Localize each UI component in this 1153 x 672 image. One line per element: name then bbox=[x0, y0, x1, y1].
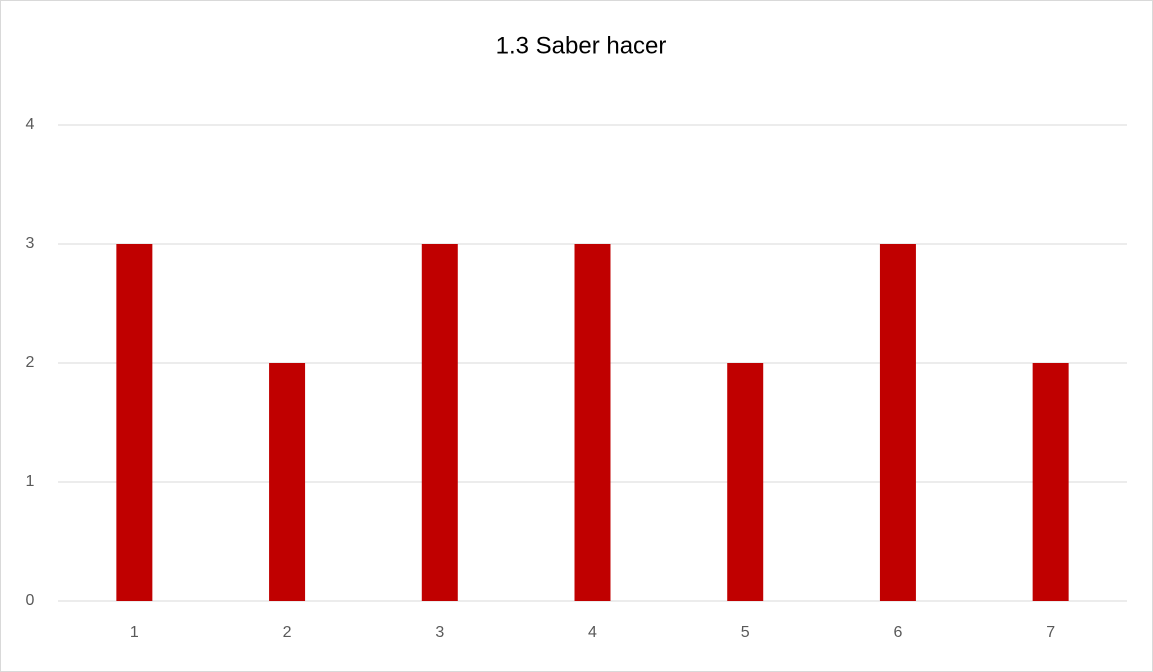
x-tick-label: 1 bbox=[130, 624, 139, 641]
bar bbox=[421, 244, 458, 601]
y-tick-label: 2 bbox=[26, 354, 35, 371]
x-tick-label: 3 bbox=[435, 624, 444, 641]
bar bbox=[1032, 363, 1069, 601]
x-tick-label: 5 bbox=[741, 624, 750, 641]
bar bbox=[727, 363, 764, 601]
bar bbox=[269, 363, 306, 601]
x-tick-label: 2 bbox=[283, 624, 292, 641]
x-tick-label: 6 bbox=[893, 624, 902, 641]
chart-title: 1.3 Saber hacer bbox=[496, 32, 667, 59]
y-tick-label: 4 bbox=[26, 116, 35, 133]
x-tick-label: 4 bbox=[588, 624, 597, 641]
bar bbox=[879, 244, 916, 601]
y-tick-label: 0 bbox=[26, 592, 35, 609]
bar bbox=[574, 244, 611, 601]
y-tick-label: 3 bbox=[26, 235, 35, 252]
x-tick-label: 7 bbox=[1046, 624, 1055, 641]
y-tick-label: 1 bbox=[26, 473, 35, 490]
bar bbox=[116, 244, 153, 601]
